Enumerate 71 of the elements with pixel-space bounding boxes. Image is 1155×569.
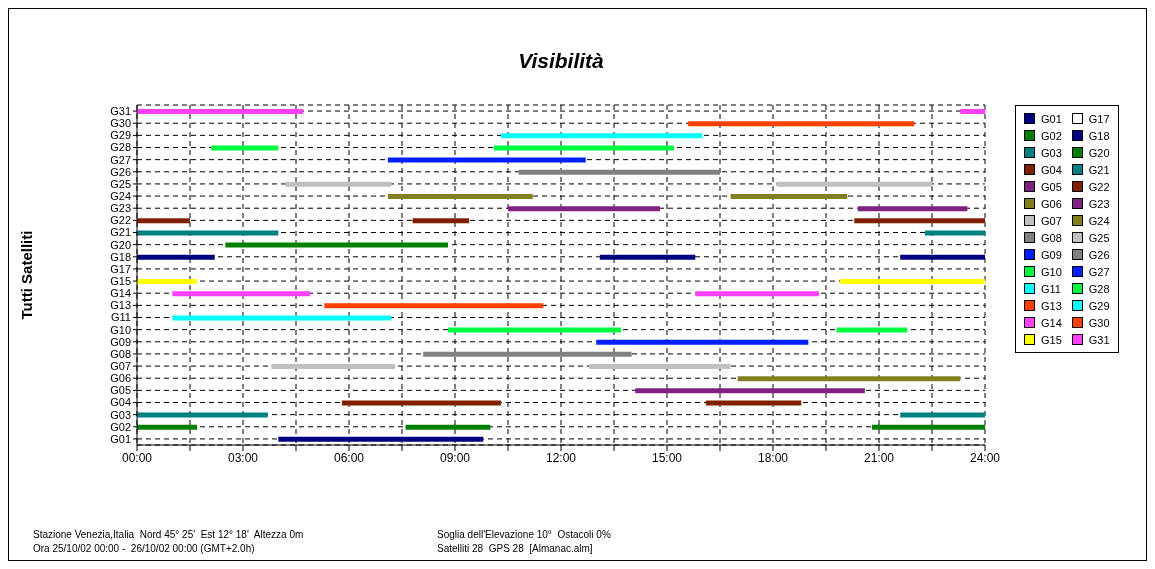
- legend-label: G20: [1088, 146, 1110, 159]
- x-tick-label: 06:00: [333, 450, 365, 465]
- x-tick-label: 24:00: [969, 450, 1001, 465]
- y-tick-label: G08: [110, 347, 131, 360]
- legend-label: G17: [1088, 112, 1110, 125]
- x-tick-label: 21:00: [863, 450, 895, 465]
- legend-label: G08: [1041, 231, 1062, 244]
- text: Soglia dell'Elevazione 10° Ostacoli 0%: [437, 528, 612, 542]
- y-tick-label: G27: [110, 153, 131, 166]
- legend-label: G31: [1088, 333, 1110, 346]
- y-tick-label: G23: [110, 202, 131, 215]
- y-tick-label: G02: [110, 420, 131, 433]
- x-tick-label: 12:00: [545, 450, 577, 465]
- legend-label: G03: [1041, 146, 1062, 159]
- legend-label: G23: [1088, 197, 1110, 210]
- legend-label: G29: [1088, 299, 1110, 312]
- legend-label: G24: [1088, 214, 1110, 227]
- y-tick-label: G01: [110, 432, 131, 445]
- y-tick-label: G03: [110, 408, 131, 421]
- y-tick-label: G15: [110, 274, 131, 287]
- text: Ora 25/10/02 00:00 - 26/10/02 00:00 (GMT+2.0h): [33, 542, 256, 556]
- y-tick-label: G10: [110, 323, 131, 336]
- legend-label: G10: [1041, 265, 1062, 278]
- x-tick-label: 15:00: [651, 450, 683, 465]
- y-tick-label: G26: [110, 165, 131, 178]
- y-tick-label: G09: [110, 335, 131, 348]
- legend-label: G01: [1041, 112, 1062, 125]
- chart-title: Visibilità: [517, 49, 605, 73]
- y-tick-label: G30: [110, 117, 131, 130]
- text: Satelliti 28 GPS 28 [Almanac.alm]: [437, 542, 594, 556]
- y-tick-label: G29: [110, 129, 131, 142]
- y-tick-label: G28: [110, 141, 131, 154]
- legend-label: G26: [1088, 248, 1110, 261]
- legend-label: G30: [1088, 316, 1110, 329]
- legend-label: G09: [1041, 248, 1062, 261]
- y-tick-label: G04: [110, 396, 131, 409]
- legend-label: G21: [1088, 163, 1110, 176]
- y-tick-label: G11: [111, 311, 131, 324]
- legend-label: G07: [1041, 214, 1062, 227]
- y-tick-label: G18: [110, 250, 131, 263]
- x-tick-label: 00:00: [121, 450, 153, 465]
- y-tick-label: G07: [110, 359, 131, 372]
- y-tick-label: G14: [110, 287, 131, 300]
- legend-label: G25: [1088, 231, 1110, 244]
- text: Stazione Venezia,Italia Nord 45° 25' Est 12° 18' Altezza 0m: [33, 528, 305, 542]
- legend-label: G05: [1041, 180, 1062, 193]
- y-tick-label: G22: [110, 214, 131, 227]
- y-tick-label: G06: [110, 372, 131, 385]
- x-tick-label: 18:00: [757, 450, 789, 465]
- x-tick-label: 09:00: [439, 450, 471, 465]
- legend-label: G27: [1088, 265, 1110, 278]
- x-tick-label: 03:00: [227, 450, 259, 465]
- y-tick-label: G05: [110, 384, 131, 397]
- y-tick-label: G31: [110, 104, 131, 117]
- legend-label: G13: [1041, 299, 1062, 312]
- y-axis-title: Tutti Satelliti: [18, 230, 36, 320]
- y-tick-label: G24: [110, 189, 131, 202]
- y-tick-label: G17: [110, 262, 131, 275]
- legend-label: G02: [1041, 129, 1062, 142]
- legend-label: G18: [1088, 129, 1110, 142]
- y-tick-label: G13: [110, 299, 131, 312]
- legend-label: G28: [1088, 282, 1110, 295]
- legend-label: G14: [1041, 316, 1062, 329]
- y-tick-label: G25: [110, 177, 131, 190]
- y-tick-label: G20: [110, 238, 131, 251]
- legend-label: G22: [1088, 180, 1110, 193]
- legend-label: G15: [1041, 333, 1062, 346]
- legend-label: G11: [1041, 282, 1061, 295]
- legend-label: G06: [1041, 197, 1062, 210]
- legend-label: G04: [1041, 163, 1062, 176]
- y-tick-label: G21: [110, 226, 131, 239]
